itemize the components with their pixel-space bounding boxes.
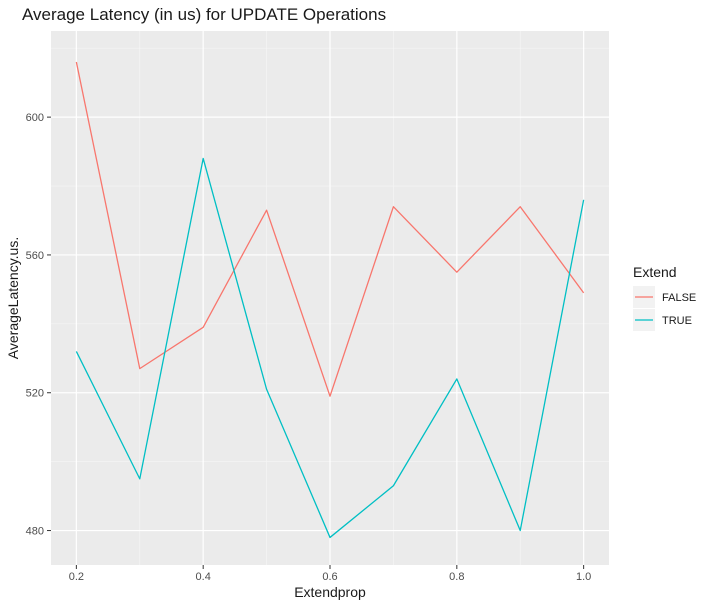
- y-tick-label: 480: [26, 526, 44, 538]
- legend-label-true: TRUE: [662, 315, 692, 327]
- legend-label-false: FALSE: [662, 292, 696, 304]
- x-tick-label: 1.0: [576, 571, 591, 583]
- y-tick-label: 600: [26, 112, 44, 124]
- legend: Extend FALSE TRUE: [633, 264, 696, 331]
- major-gridlines: [51, 31, 609, 565]
- y-tick-label: 560: [26, 250, 44, 262]
- series-line-false: [75, 61, 585, 397]
- y-axis-title: AverageLatency.us.: [5, 237, 21, 359]
- legend-title: Extend: [633, 264, 677, 280]
- y-tick-label: 520: [26, 388, 44, 400]
- series-lines: [75, 61, 585, 539]
- x-tick-label: 0.4: [196, 571, 211, 583]
- chart-title: Average Latency (in us) for UPDATE Opera…: [22, 5, 386, 24]
- series-line-true: [75, 157, 585, 539]
- x-tick-label: 0.6: [322, 571, 337, 583]
- x-axis: 0.2 0.4 0.6 0.8 1.0: [69, 565, 591, 583]
- x-tick-label: 0.8: [449, 571, 464, 583]
- y-axis: 480 520 560 600: [26, 112, 51, 538]
- x-axis-title: Extendprop: [294, 584, 366, 600]
- x-tick-label: 0.2: [69, 571, 84, 583]
